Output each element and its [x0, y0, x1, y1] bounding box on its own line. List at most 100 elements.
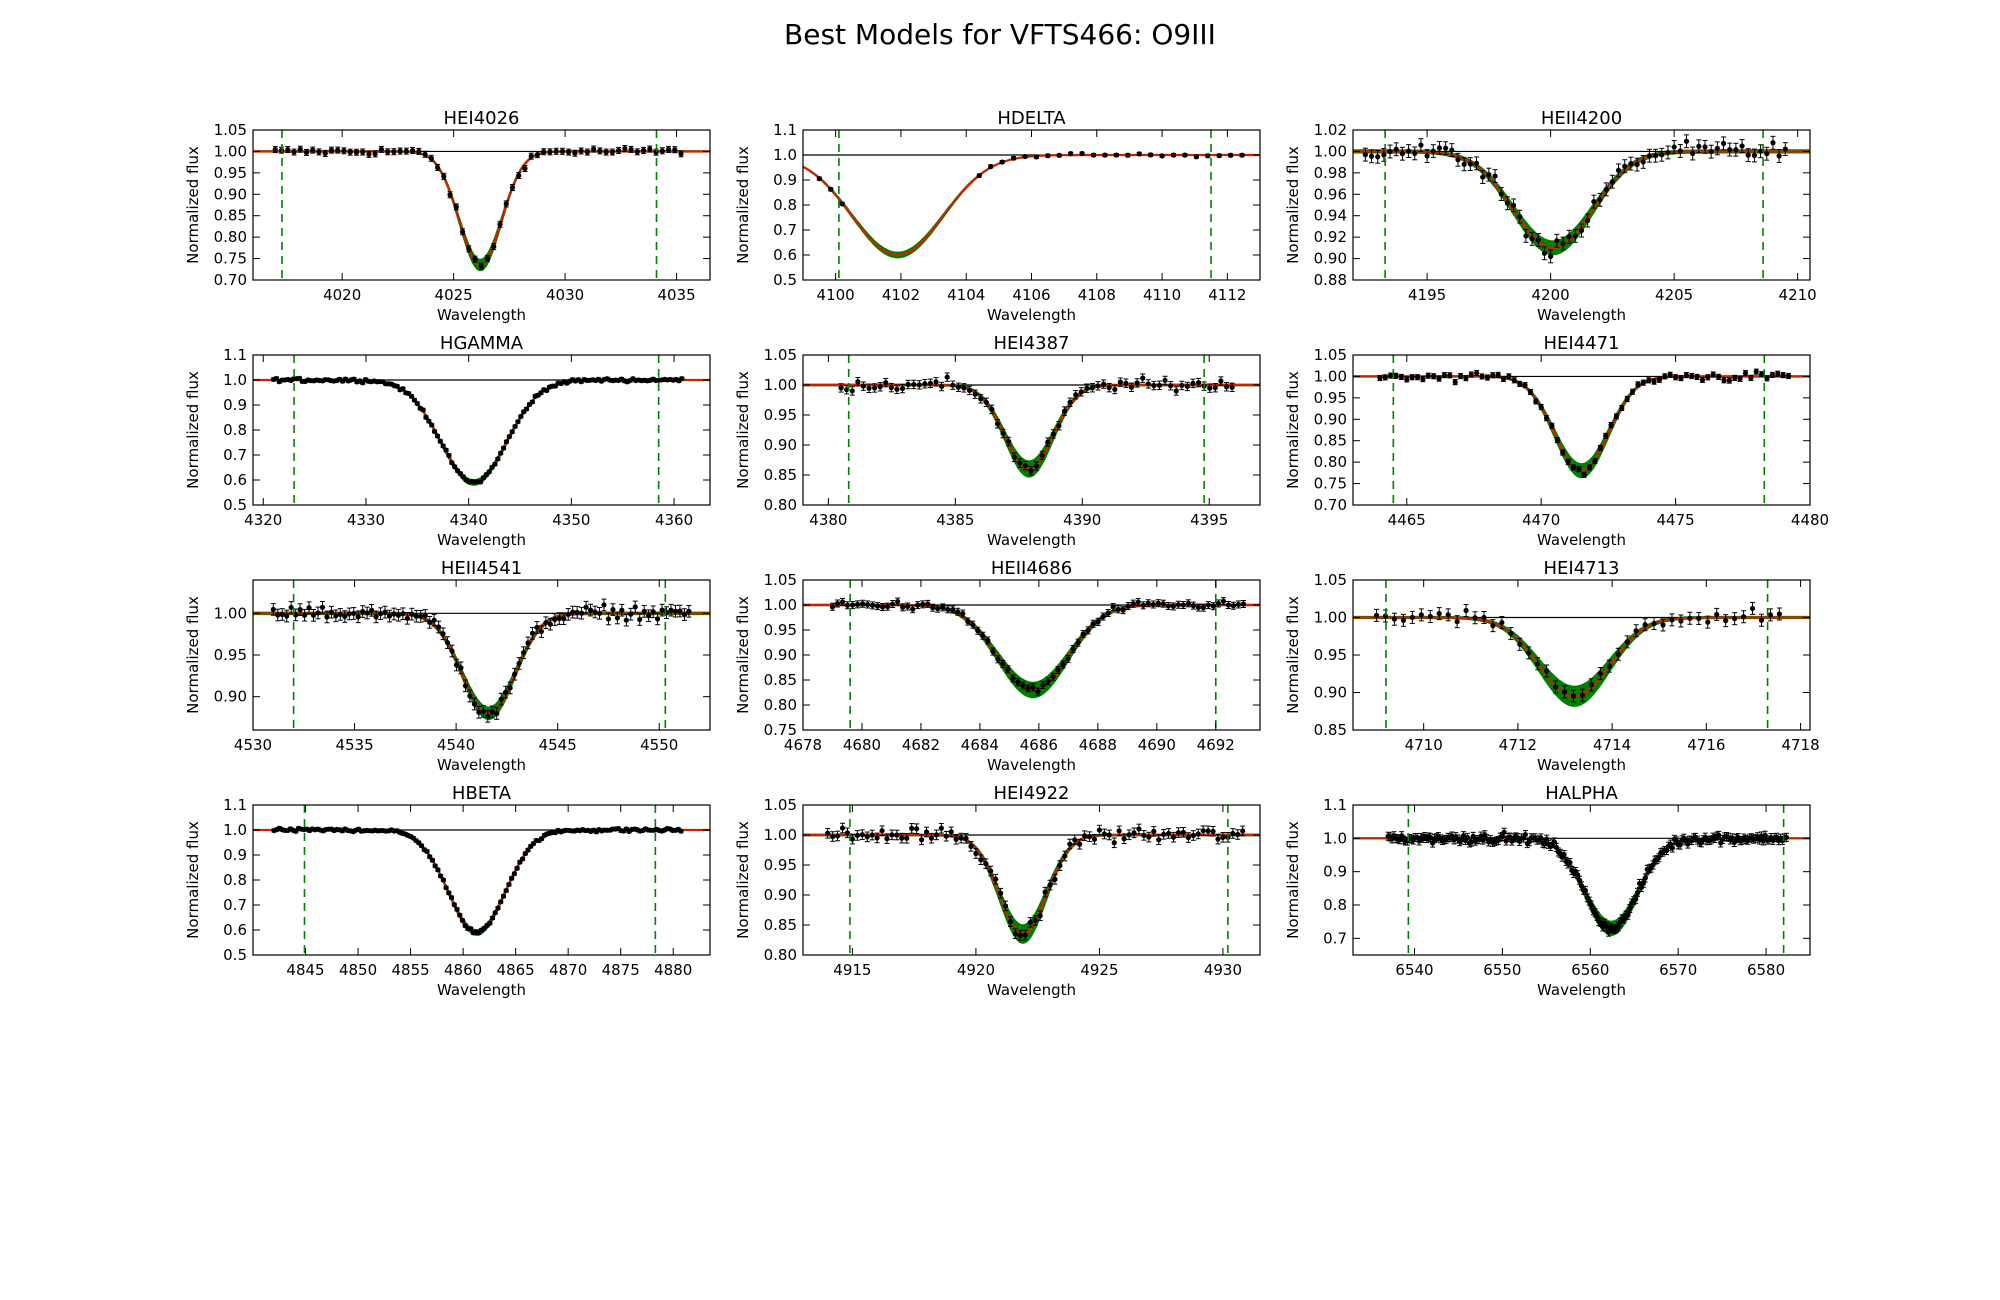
x-axis-label: Wavelength	[987, 981, 1076, 999]
y-tick-label: 0.85	[214, 207, 247, 225]
data-point	[1427, 613, 1433, 620]
data-point	[849, 836, 856, 842]
panel-heii4686: 4678 4680 4682 4684 4686 4688 4690 4692 0.75 0.80…	[734, 558, 1261, 774]
y-axis-label: Normalized flux	[184, 146, 202, 264]
y-tick-label: 1.05	[1314, 571, 1347, 589]
data-point	[303, 149, 310, 156]
best-fit-line	[803, 603, 1260, 692]
data-point	[1552, 684, 1559, 690]
data-point	[333, 613, 339, 619]
data-point	[1195, 604, 1201, 611]
x-tick-label: 4692	[1197, 736, 1235, 754]
data-point	[968, 843, 974, 849]
x-axis-label: Wavelength	[987, 531, 1076, 549]
data-point	[426, 418, 432, 424]
data-point	[1375, 154, 1381, 160]
data-point	[477, 479, 484, 485]
data-point	[353, 149, 360, 155]
data-point	[570, 609, 576, 615]
data-point	[561, 616, 567, 622]
data-point	[1156, 837, 1162, 843]
data-point	[1015, 679, 1021, 685]
data-point	[1757, 148, 1764, 154]
data-point	[566, 149, 572, 155]
data-point	[500, 445, 507, 451]
data-point	[885, 604, 891, 610]
data-point	[1468, 371, 1474, 378]
data-point	[485, 713, 491, 719]
data-point	[1381, 152, 1387, 158]
data-point	[1130, 601, 1136, 607]
data-point	[543, 620, 549, 626]
data-point	[1077, 841, 1083, 847]
data-point	[1082, 833, 1088, 839]
x-axis-label: Wavelength	[437, 531, 526, 549]
data-point	[1625, 912, 1631, 918]
data-point	[1498, 191, 1504, 197]
data-point	[1452, 379, 1458, 385]
data-point	[1553, 844, 1559, 850]
y-tick-label: 0.70	[214, 271, 247, 289]
data-point	[1608, 422, 1614, 428]
observed-points	[829, 597, 1247, 696]
data-point	[574, 609, 580, 615]
data-point	[1733, 147, 1739, 153]
data-point	[1115, 606, 1121, 612]
data-point	[1105, 610, 1111, 616]
data-point	[955, 609, 961, 615]
data-point	[884, 836, 890, 842]
data-point	[1210, 828, 1216, 834]
data-point	[1185, 834, 1191, 841]
x-tick-label: 4110	[1143, 286, 1181, 304]
data-point	[1463, 607, 1469, 614]
data-point	[647, 146, 653, 152]
data-point	[864, 601, 871, 608]
data-point	[1651, 620, 1657, 627]
data-point	[1404, 376, 1410, 382]
data-point	[1578, 227, 1585, 234]
data-point	[849, 388, 855, 394]
data-point	[1529, 236, 1535, 242]
data-point	[503, 887, 509, 894]
observed-points	[816, 150, 1245, 207]
data-point	[1075, 640, 1081, 646]
y-tick-label: 0.6	[223, 921, 247, 939]
data-point	[284, 613, 290, 619]
y-tick-label: 0.8	[223, 421, 247, 439]
axes-frame	[1352, 354, 1811, 506]
data-point	[943, 833, 949, 839]
plot-area	[1353, 580, 1810, 730]
data-point	[874, 835, 880, 841]
data-point	[1073, 392, 1079, 398]
data-point	[1714, 611, 1720, 618]
data-point	[1549, 423, 1555, 429]
data-point	[512, 671, 518, 677]
data-point	[1436, 376, 1442, 382]
x-tick-label: 4385	[936, 511, 974, 529]
data-point	[584, 149, 590, 155]
y-axis-label: Normalized flux	[184, 821, 202, 939]
data-point	[578, 148, 584, 154]
data-point	[427, 854, 433, 860]
data-point	[1229, 384, 1235, 390]
data-point	[369, 607, 375, 613]
data-point	[1510, 202, 1517, 208]
x-tick-label: 4688	[1079, 736, 1117, 754]
data-point	[958, 835, 964, 841]
data-point	[446, 890, 452, 896]
data-point	[572, 150, 578, 156]
data-point	[855, 379, 861, 385]
data-point	[503, 201, 509, 207]
data-point	[1091, 836, 1098, 842]
data-point	[871, 385, 878, 391]
data-point	[955, 384, 961, 390]
data-point	[1511, 377, 1517, 383]
data-point	[492, 461, 498, 467]
data-point	[1758, 617, 1765, 623]
y-tick-label: 0.95	[764, 406, 797, 424]
data-point	[1159, 153, 1165, 159]
data-point	[950, 382, 956, 388]
data-point	[1165, 603, 1171, 609]
data-point	[1100, 613, 1106, 620]
data-point	[1565, 459, 1571, 465]
